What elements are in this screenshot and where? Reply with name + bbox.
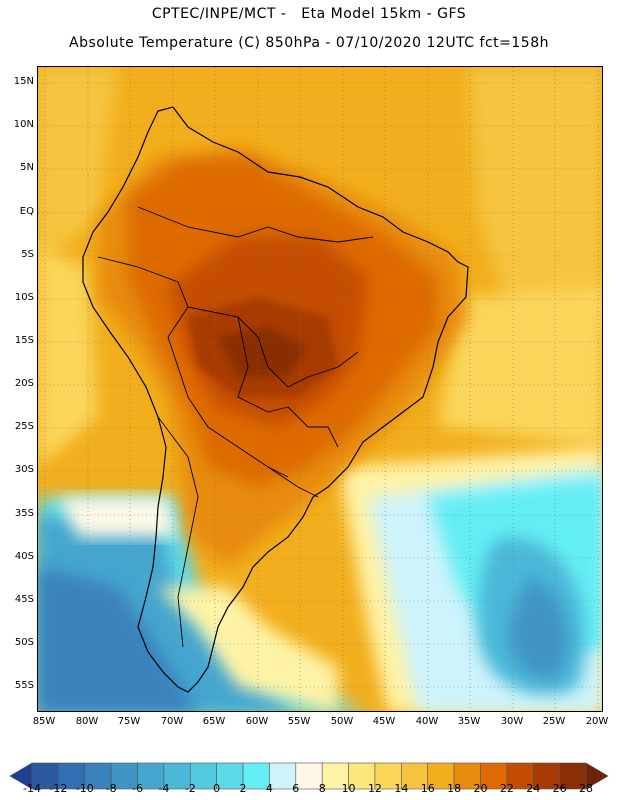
colorbar-tick-label: -10 (75, 782, 94, 795)
lat-label: EQ (19, 206, 34, 217)
colorbar-tick-label: 10 (341, 782, 356, 795)
colorbar-tick-label: 20 (473, 782, 488, 795)
colorbar-cell (216, 762, 244, 790)
colorbar-cell (532, 762, 560, 790)
temp-band-minus8 (38, 567, 197, 711)
colorbar-cell (401, 762, 429, 790)
colorbar-tick-label: 0 (213, 782, 221, 795)
colorbar-tick-label: 28 (579, 782, 593, 795)
colorbar-cell (453, 762, 481, 790)
lat-label: 55S (14, 680, 34, 691)
lat-label: 40S (14, 551, 34, 562)
temp-band-10-south (158, 587, 338, 711)
temp-band-8 (58, 497, 178, 537)
lon-label: 85W (32, 716, 56, 727)
colorbar-tick-label: 26 (552, 782, 567, 795)
colorbar-cell (242, 762, 270, 790)
colorbar-tick-label: 4 (265, 782, 273, 795)
lon-label: 80W (75, 716, 99, 727)
lat-label: 15S (14, 335, 34, 346)
colorbar-tick-label: 22 (499, 782, 514, 795)
temp-band-14 (438, 287, 602, 447)
colorbar-cell (480, 762, 508, 790)
colorbar-cell (110, 762, 138, 790)
colorbar-cell (295, 762, 323, 790)
temp-band-14-west (38, 247, 98, 467)
colorbar-arrow-high (585, 762, 609, 790)
lat-label: 50S (14, 637, 34, 648)
country-borders (97, 206, 374, 648)
lon-label: 20W (585, 716, 609, 727)
colorbar-cell (506, 762, 534, 790)
lon-label: 40W (415, 716, 439, 727)
colorbar-tick-label: -14 (23, 782, 41, 795)
colorbar-tick-label: -2 (184, 782, 196, 795)
temp-band-16 (468, 67, 602, 327)
lat-label: 10S (14, 292, 34, 303)
lat-label: 5S (21, 249, 34, 260)
colorbar-cell (58, 762, 86, 790)
lon-label: 30W (500, 716, 524, 727)
lat-label: 15N (13, 76, 34, 87)
colorbar-tick-label: -4 (158, 782, 170, 795)
chart-title-line-1: CPTEC/INPE/MCT - Eta Model 15km - GFS (151, 6, 467, 22)
colorbar-tick-label: -6 (132, 782, 143, 795)
colorbar-cell (374, 762, 402, 790)
lat-label: 25S (14, 421, 34, 432)
cold-core-atlantic (508, 577, 568, 679)
colorbar-tick-label: 16 (420, 782, 435, 795)
lon-label: 35W (457, 716, 481, 727)
map-canvas (38, 67, 602, 711)
lon-label: 60W (245, 716, 269, 727)
lat-label: 35S (14, 508, 34, 519)
temperature-map (37, 66, 603, 712)
lat-label: 5N (20, 162, 34, 173)
lon-label: 75W (117, 716, 141, 727)
lon-label: 55W (287, 716, 311, 727)
colorbar-cell (427, 762, 455, 790)
colorbar-tick-label: -12 (49, 782, 68, 795)
lat-label: 45S (14, 594, 34, 605)
lon-label: 50W (330, 716, 354, 727)
colorbar-cell (163, 762, 191, 790)
south-america-coastline (82, 106, 469, 693)
colorbar-tick-label: -8 (105, 782, 117, 795)
lat-label: 10N (13, 119, 34, 130)
colorbar-cell (84, 762, 112, 790)
colorbar-tick-label: 18 (447, 782, 462, 795)
colorbar-cell (189, 762, 217, 790)
temperature-colorbar (9, 762, 609, 790)
lon-label: 45W (372, 716, 396, 727)
colorbar-cell (348, 762, 376, 790)
colorbar-tick-label: 14 (394, 782, 409, 795)
colorbar-tick-label: 12 (367, 782, 382, 795)
colorbar-cell (269, 762, 297, 790)
lon-label: 70W (160, 716, 184, 727)
lon-label: 65W (202, 716, 226, 727)
colorbar-cell (321, 762, 349, 790)
colorbar-cell (137, 762, 165, 790)
lat-label: 30S (14, 464, 34, 475)
lat-label: 20S (14, 378, 34, 389)
lon-label: 25W (542, 716, 566, 727)
chart-title-line-2: Absolute Temperature (C) 850hPa - 07/10/… (69, 35, 549, 51)
colorbar-tick-label: 24 (526, 782, 541, 795)
colorbar-tick-label: 6 (292, 782, 300, 795)
colorbar-tick-label: 2 (239, 782, 247, 795)
colorbar-tick-label: 8 (318, 782, 326, 795)
